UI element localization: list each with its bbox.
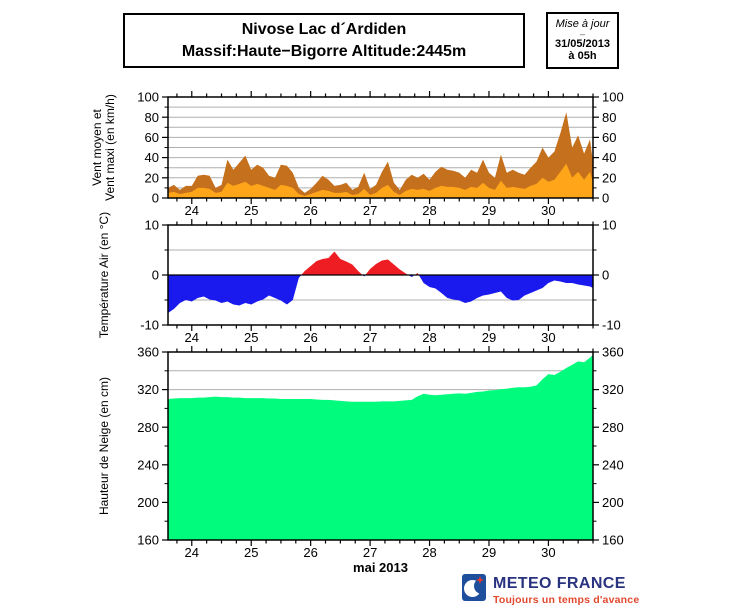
svg-text:60: 60 [145, 130, 159, 145]
wind-chart: 24 25 26 27 28 29 30 0 0 20 20 40 40 60 60 80 80 100 100 Ve… [90, 90, 624, 218]
logo-crescent-shape [474, 578, 486, 594]
meteo-france-logo-icon [462, 574, 486, 601]
svg-text:-10: -10 [602, 318, 621, 333]
update-date: 31/05/2013 [554, 37, 611, 50]
svg-text:200: 200 [602, 495, 624, 510]
svg-text:29: 29 [482, 545, 496, 560]
svg-text:30: 30 [541, 330, 555, 345]
svg-text:28: 28 [422, 203, 436, 218]
svg-text:28: 28 [422, 330, 436, 345]
svg-text:240: 240 [602, 457, 624, 472]
wind-ylabel: Vent moyen et [90, 108, 104, 185]
svg-text:27: 27 [363, 203, 377, 218]
svg-text:10: 10 [145, 218, 159, 233]
temperature-ylabel: Température Air (en °C) [97, 212, 111, 338]
svg-text:25: 25 [244, 545, 258, 560]
svg-text:27: 27 [363, 545, 377, 560]
svg-text:24: 24 [185, 203, 199, 218]
svg-text:0: 0 [602, 191, 609, 206]
svg-text:200: 200 [137, 495, 159, 510]
svg-text:20: 20 [602, 170, 616, 185]
svg-text:-10: -10 [140, 318, 159, 333]
svg-text:100: 100 [602, 90, 624, 105]
svg-text:280: 280 [602, 420, 624, 435]
title-line-1: Nivose Lac d´Ardiden [241, 20, 407, 38]
logo-star-icon [476, 576, 484, 584]
svg-text:60: 60 [602, 130, 616, 145]
svg-text:0: 0 [152, 268, 159, 283]
svg-text:26: 26 [303, 330, 317, 345]
svg-text:360: 360 [137, 345, 159, 360]
svg-text:80: 80 [602, 110, 616, 125]
svg-text:320: 320 [602, 382, 624, 397]
svg-text:160: 160 [602, 533, 624, 548]
svg-text:0: 0 [602, 268, 609, 283]
title-line-2: Massif:Haute−Bigorre Altitude:2445m [181, 42, 467, 60]
title-box: Nivose Lac d´Ardiden Massif:Haute−Bigorr… [123, 13, 525, 68]
temperature-positive-area [168, 251, 593, 275]
svg-text:80: 80 [145, 110, 159, 125]
svg-text:40: 40 [602, 150, 616, 165]
svg-text:20: 20 [145, 170, 159, 185]
snow-chart: 24 25 26 27 28 29 30 160 160 200 200 240 240 280 280 32… [97, 345, 624, 575]
svg-text:24: 24 [185, 330, 199, 345]
svg-text:10: 10 [602, 218, 616, 233]
svg-text:320: 320 [137, 382, 159, 397]
svg-text:29: 29 [482, 330, 496, 345]
svg-text:360: 360 [602, 345, 624, 360]
svg-text:28: 28 [422, 545, 436, 560]
wind-series [168, 163, 593, 198]
svg-text:24: 24 [185, 545, 199, 560]
svg-text:26: 26 [303, 203, 317, 218]
svg-text:27: 27 [363, 330, 377, 345]
svg-text:240: 240 [137, 457, 159, 472]
snow-ylabel: Hauteur de Neige (en cm) [97, 377, 111, 515]
update-box: Mise à jour – 31/05/2013 à 05h [546, 12, 619, 69]
svg-text:160: 160 [137, 533, 159, 548]
svg-text:25: 25 [244, 330, 258, 345]
x-axis-label: mai 2013 [353, 560, 408, 575]
svg-text:26: 26 [303, 545, 317, 560]
brand-name: METEO FRANCE [493, 575, 626, 592]
update-separator: – [579, 28, 585, 39]
temperature-chart: 24 25 26 27 28 29 30 -10 -10 0 0 10 10 Température Ai… [97, 212, 621, 345]
svg-text:30: 30 [541, 545, 555, 560]
svg-text:0: 0 [152, 191, 159, 206]
update-time: à 05h [568, 50, 597, 63]
svg-text:29: 29 [482, 203, 496, 218]
update-label: Mise à jour [555, 17, 610, 30]
svg-text:280: 280 [137, 420, 159, 435]
svg-text:30: 30 [541, 203, 555, 218]
wind-series [168, 112, 593, 198]
svg-text:100: 100 [137, 90, 159, 105]
snow-series [168, 354, 593, 540]
brand-tagline: Toujours un temps d'avance [493, 594, 640, 606]
svg-text:25: 25 [244, 203, 258, 218]
logo-text: METEO FRANCE Toujours un temps d'avance [493, 574, 640, 607]
meteo-france-logo: METEO FRANCE Toujours un temps d'avance [462, 574, 639, 606]
temperature-negative-area [168, 275, 593, 313]
svg-text:40: 40 [145, 150, 159, 165]
wind-ylabel: Vent maxi (en km/h) [103, 94, 117, 201]
